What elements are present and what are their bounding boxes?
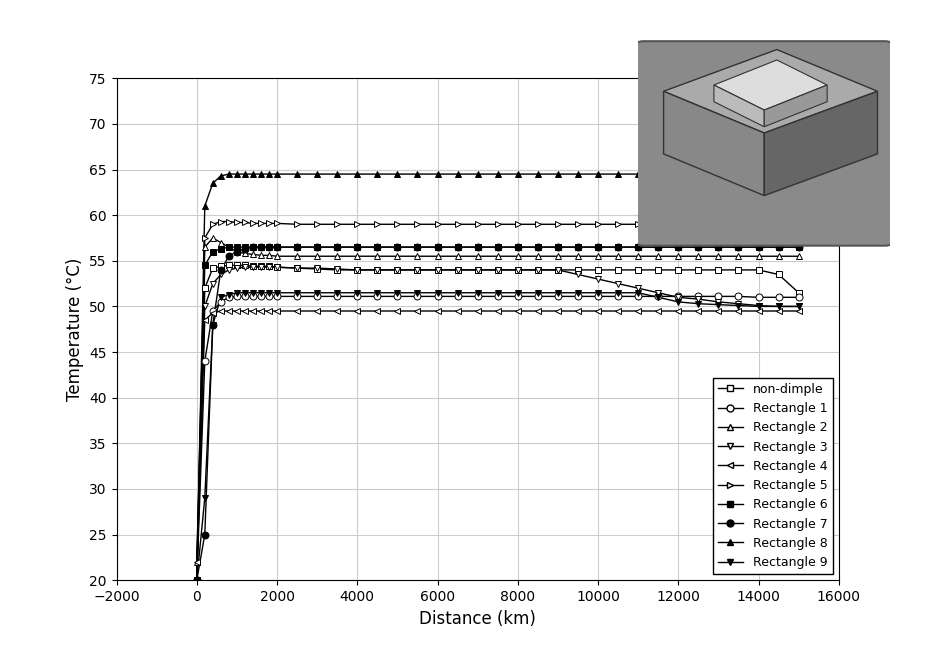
Polygon shape <box>764 91 878 196</box>
FancyBboxPatch shape <box>634 41 895 246</box>
Polygon shape <box>664 50 878 133</box>
Polygon shape <box>664 91 764 196</box>
X-axis label: Distance (km): Distance (km) <box>419 610 536 628</box>
Polygon shape <box>714 60 828 110</box>
Polygon shape <box>714 85 764 126</box>
Legend: non-dimple, Rectangle 1, Rectangle 2, Rectangle 3, Rectangle 4, Rectangle 5, Rec: non-dimple, Rectangle 1, Rectangle 2, Re… <box>713 378 832 574</box>
Y-axis label: Temperature (°C): Temperature (°C) <box>65 258 84 401</box>
Polygon shape <box>764 85 828 126</box>
